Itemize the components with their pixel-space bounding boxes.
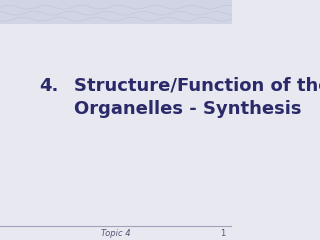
Bar <box>0 0 232 24</box>
Text: 1: 1 <box>220 229 225 239</box>
Text: Structure/Function of the
Organelles - Synthesis: Structure/Function of the Organelles - S… <box>74 77 320 118</box>
Text: 4.: 4. <box>39 77 59 95</box>
Text: Topic 4: Topic 4 <box>101 229 131 239</box>
